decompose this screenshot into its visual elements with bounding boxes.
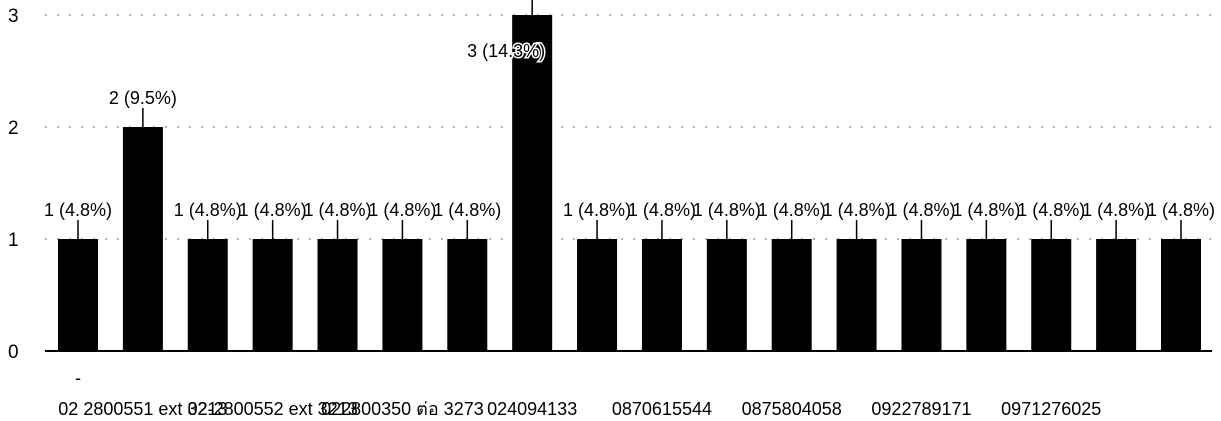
x-category-label: 02 2800551 ext 3213 <box>58 399 227 419</box>
x-category-label: 0922789171 <box>871 399 971 419</box>
data-label: 1 (4.8%) <box>1082 200 1150 220</box>
data-label: 1 (4.8%) <box>368 200 436 220</box>
bar <box>512 15 553 351</box>
y-tick-label: 3 <box>8 6 19 27</box>
bar <box>252 239 293 351</box>
data-label: 1 (4.8%) <box>44 200 112 220</box>
data-label: 1 (4.8%) <box>628 200 696 220</box>
bar <box>1096 239 1137 351</box>
data-label: 1 (4.8%) <box>693 200 761 220</box>
bar <box>577 239 618 351</box>
bar <box>58 239 98 351</box>
x-category-label: 0875804058 <box>742 399 842 419</box>
bar <box>187 239 228 351</box>
data-label: 1 (4.8%) <box>239 200 307 220</box>
data-label: 1 (4.8%) <box>304 200 372 220</box>
data-label: 1 (4.8%) <box>952 200 1020 220</box>
data-label: 1 (4.8%) <box>823 200 891 220</box>
y-tick-label: 2 <box>8 118 19 139</box>
gridlines <box>45 14 1212 240</box>
bar <box>1031 239 1072 351</box>
bar <box>966 239 1007 351</box>
bar <box>122 127 163 351</box>
bar <box>382 239 423 351</box>
x-category-label: 022800350 ต่อ 3273 <box>321 399 484 419</box>
data-label: 3 (14.3%) <box>467 41 545 61</box>
data-label: 1 (4.8%) <box>1147 200 1215 220</box>
data-label: 2 (9.5%) <box>109 88 177 108</box>
data-label: 1 (4.8%) <box>758 200 826 220</box>
y-tick-label: 0 <box>8 342 19 363</box>
x-category-label: 02-2800552 ext 3213 <box>188 399 358 419</box>
bar <box>771 239 812 351</box>
bar <box>641 239 682 351</box>
bar <box>447 239 488 351</box>
y-tick-label: 1 <box>8 230 19 251</box>
x-category-label: 0870615544 <box>612 399 712 419</box>
x-category-label: - <box>75 368 81 388</box>
bar <box>1161 239 1201 351</box>
data-label: 1 (4.8%) <box>1017 200 1085 220</box>
bar <box>901 239 942 351</box>
data-label: 1 (4.8%) <box>887 200 955 220</box>
data-label: 1 (4.8%) <box>563 200 631 220</box>
x-category-label: 024094133 <box>487 399 577 419</box>
x-category-label: 0971276025 <box>1001 399 1101 419</box>
y-axis: 0 1 2 3 <box>8 6 19 363</box>
data-labels: 1 (4.8%)2 (9.5%)1 (4.8%)1 (4.8%)1 (4.8%)… <box>44 0 1215 239</box>
data-label: 1 (4.8%) <box>174 200 242 220</box>
bars <box>58 15 1201 351</box>
data-label: 1 (4.8%) <box>433 200 501 220</box>
bar <box>706 239 747 351</box>
bar <box>836 239 877 351</box>
bar <box>317 239 358 351</box>
